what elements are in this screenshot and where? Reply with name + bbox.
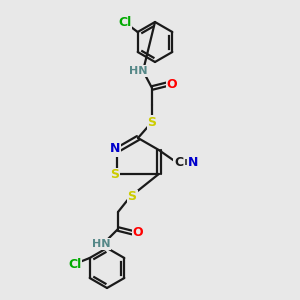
- Text: O: O: [167, 77, 177, 91]
- Text: S: S: [110, 169, 119, 182]
- Text: S: S: [128, 190, 136, 203]
- Text: C: C: [174, 155, 184, 169]
- Text: O: O: [133, 226, 143, 239]
- Text: Cl: Cl: [68, 259, 81, 272]
- Text: HN: HN: [129, 66, 147, 76]
- Text: N: N: [188, 155, 198, 169]
- Text: S: S: [148, 116, 157, 128]
- Text: N: N: [110, 142, 120, 155]
- Text: HN: HN: [92, 239, 110, 249]
- Text: Cl: Cl: [118, 16, 131, 29]
